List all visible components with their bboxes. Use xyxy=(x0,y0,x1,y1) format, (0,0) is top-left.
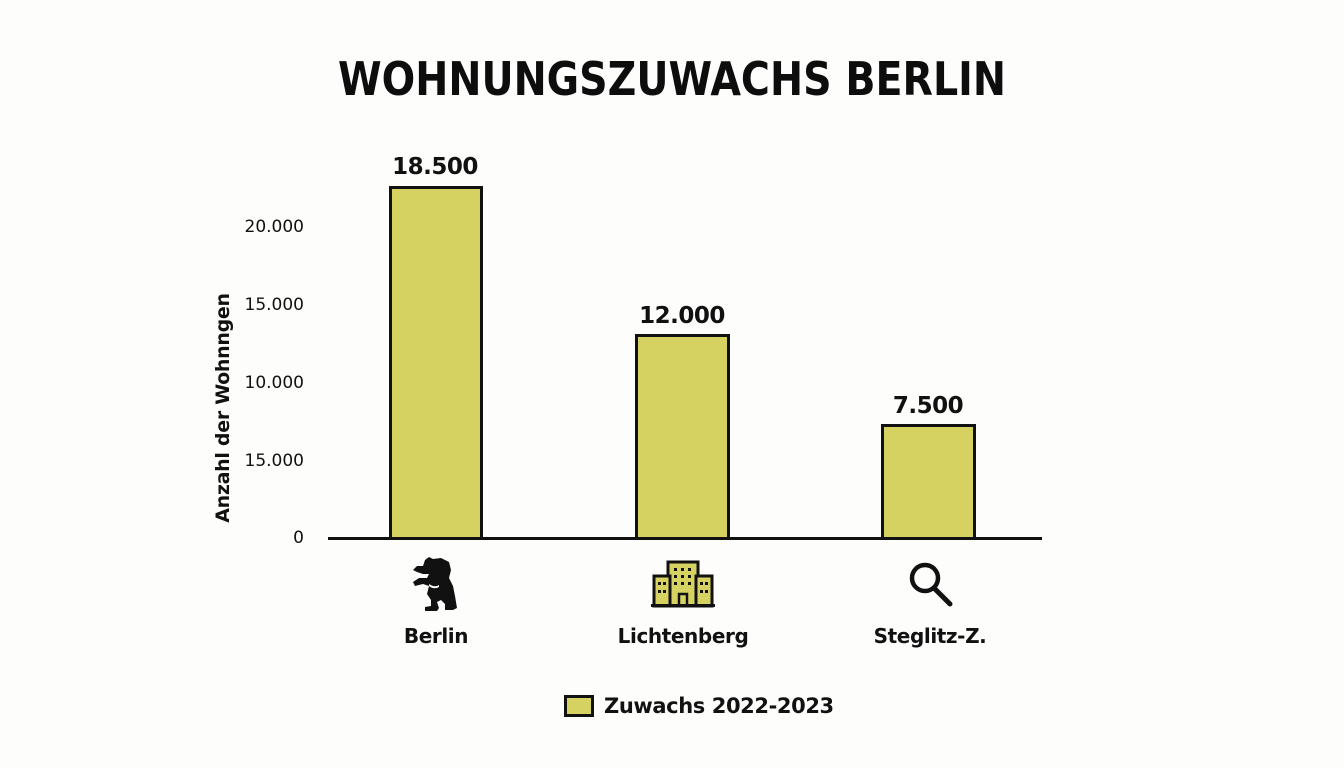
berlin-bear-icon xyxy=(411,554,461,619)
bar-berlin xyxy=(389,186,483,538)
building-icon xyxy=(651,560,715,613)
bar-lichtenberg xyxy=(635,334,730,538)
bar-value-label: 18.500 xyxy=(392,154,478,180)
category-label-lichtenberg: Lichtenberg xyxy=(617,624,749,648)
bar-value-label: 12.000 xyxy=(639,303,725,329)
category-label-steglitz: Steglitz-Z. xyxy=(873,624,987,648)
y-tick: 15.000 xyxy=(244,295,304,315)
y-tick: 10.000 xyxy=(244,373,304,393)
x-axis-line xyxy=(328,537,1042,540)
legend: Zuwachs 2022-2023 xyxy=(564,694,834,718)
legend-swatch xyxy=(564,695,594,717)
y-tick: 0 xyxy=(293,528,304,548)
bar-value-label: 7.500 xyxy=(892,393,964,419)
chart-title: WOHNUNGSZUWACHS BERLIN xyxy=(337,52,1007,106)
category-label-berlin: Berlin xyxy=(403,624,469,648)
y-axis-label: Anzahl der Wohnngen xyxy=(212,293,234,523)
bar-steglitz xyxy=(881,424,976,538)
legend-label: Zuwachs 2022-2023 xyxy=(604,694,834,718)
magnifier-icon xyxy=(906,560,956,615)
y-tick: 15.000 xyxy=(244,451,304,471)
y-tick: 20.000 xyxy=(244,217,304,237)
